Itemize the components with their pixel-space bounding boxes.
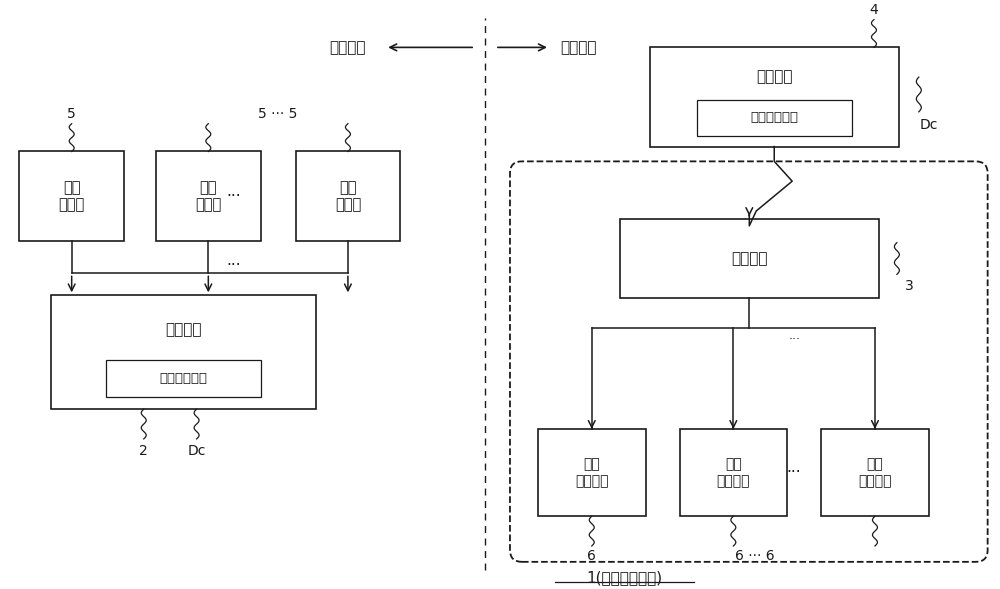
Text: 5 ··· 5: 5 ··· 5 [258, 107, 298, 121]
Text: ···: ··· [787, 465, 801, 480]
Text: 再现环境: 再现环境 [560, 40, 596, 55]
Text: 触码设备: 触码设备 [731, 251, 768, 266]
Text: 5: 5 [67, 107, 76, 121]
Text: 触觉
传感器: 触觉 传感器 [59, 180, 85, 212]
Text: ···: ··· [226, 188, 241, 204]
Bar [296, 151, 400, 241]
Text: 2: 2 [139, 444, 148, 458]
Text: 4: 4 [870, 3, 878, 16]
Text: 触觉编码数据: 触觉编码数据 [159, 372, 207, 385]
Text: 再现设备: 再现设备 [756, 70, 792, 85]
Text: 6: 6 [587, 549, 596, 563]
Text: ···: ··· [226, 258, 241, 273]
Bar [156, 151, 261, 241]
Text: 触觉
传感器: 触觉 传感器 [335, 180, 361, 212]
Text: ···: ··· [788, 333, 800, 346]
Text: 1(触觉再现系统): 1(触觉再现系统) [587, 570, 663, 585]
Bar [680, 429, 787, 516]
Bar [538, 429, 646, 516]
Text: 触觉
呈现设备: 触觉 呈现设备 [858, 458, 892, 488]
Text: 编码设备: 编码设备 [165, 322, 202, 337]
Text: Dc: Dc [920, 118, 938, 132]
Bar [620, 219, 879, 298]
Text: 3: 3 [904, 279, 913, 293]
Text: Dc: Dc [187, 444, 206, 458]
Text: 触觉
呈现设备: 触觉 呈现设备 [717, 458, 750, 488]
Text: 6 ··· 6: 6 ··· 6 [735, 549, 775, 563]
Bar [106, 360, 261, 398]
Bar [821, 429, 929, 516]
Bar [19, 151, 124, 241]
Text: 触觉
传感器: 触觉 传感器 [195, 180, 221, 212]
Bar [51, 295, 316, 409]
Text: 记录环境: 记录环境 [329, 40, 365, 55]
Text: 触觉
呈现设备: 触觉 呈现设备 [575, 458, 608, 488]
Bar [697, 100, 852, 135]
Bar [650, 47, 899, 147]
Text: 触觉编码数据: 触觉编码数据 [750, 111, 798, 124]
